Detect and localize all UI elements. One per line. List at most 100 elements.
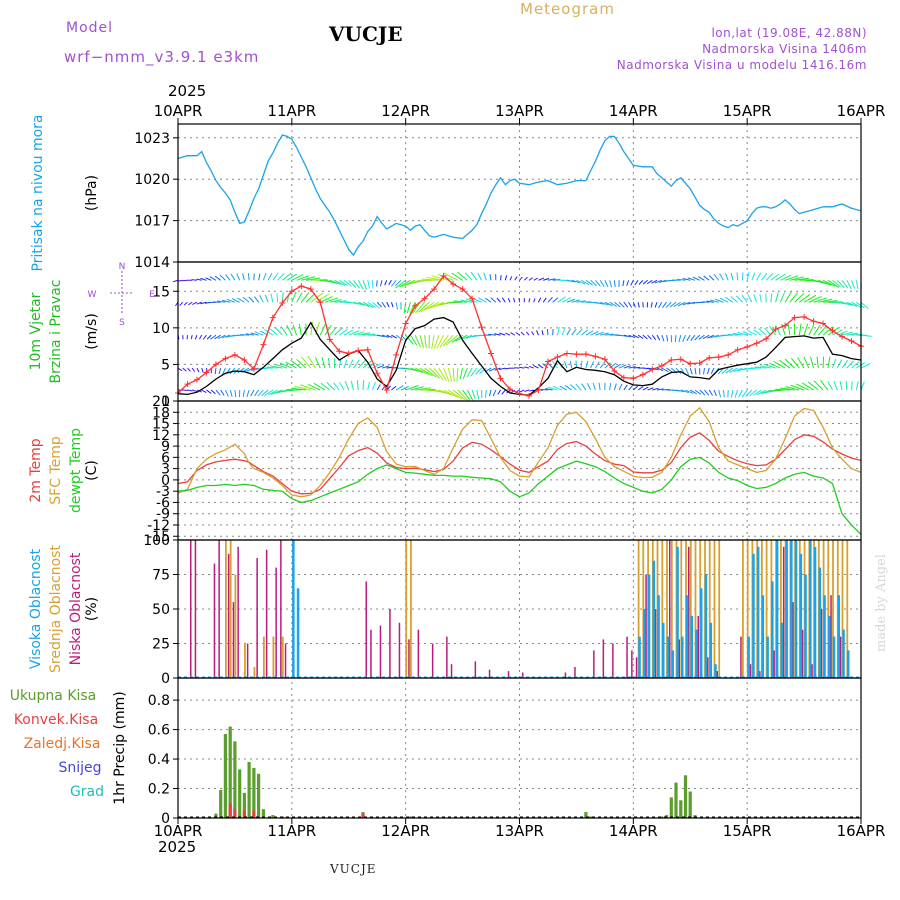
wind-arrow xyxy=(391,334,397,339)
wind-arrow xyxy=(367,301,376,308)
gust-marker xyxy=(431,286,438,293)
gust-marker xyxy=(592,353,599,360)
wind-arrow xyxy=(196,301,202,305)
wind-arrow xyxy=(465,298,477,303)
wind-arrow xyxy=(219,274,226,281)
bar-low xyxy=(574,667,576,678)
wind-arrow xyxy=(431,335,435,350)
wind-arrow xyxy=(192,389,198,392)
wind-arrow xyxy=(410,367,424,373)
gust-marker xyxy=(450,280,457,287)
gust-marker xyxy=(554,354,561,361)
precip-legend-3: Snijeg xyxy=(58,760,101,776)
wind-arrow xyxy=(367,280,371,289)
y-tick-label: 100 xyxy=(143,533,170,549)
wind-arrow xyxy=(623,384,628,391)
y-tick-label: 9 xyxy=(161,439,170,455)
wind-arrow xyxy=(339,382,345,391)
bar-total_rain xyxy=(688,791,692,818)
bar-total_rain xyxy=(219,790,223,818)
bar-total_rain xyxy=(242,792,246,818)
wind-arrow xyxy=(642,279,648,285)
wind-arrow xyxy=(542,297,547,303)
wind-arrow xyxy=(390,279,397,287)
wind-arrow xyxy=(515,331,520,336)
wind-arrow xyxy=(504,275,508,281)
wind-arrow xyxy=(623,301,629,308)
wind-arrow xyxy=(496,297,501,303)
wind-arrow xyxy=(424,335,427,349)
bar-low xyxy=(602,639,605,678)
wind-arrow xyxy=(388,280,392,286)
wind-arrow xyxy=(381,365,390,369)
wind-arrow xyxy=(276,293,279,303)
bar-mid xyxy=(229,540,232,678)
wind-arrow xyxy=(590,360,595,369)
y-tick-label: 0.8 xyxy=(148,693,170,709)
wind-arrow xyxy=(519,366,525,369)
bar-low xyxy=(697,615,699,678)
wind-arrow xyxy=(214,275,221,281)
wind-arrow xyxy=(488,333,496,336)
wind-arrow xyxy=(742,331,753,336)
wind-arrow xyxy=(362,280,368,290)
bar-total_rain xyxy=(589,816,593,818)
wind-arrow xyxy=(542,363,549,369)
wind-arrow xyxy=(818,298,833,303)
wind-arrow xyxy=(832,358,837,369)
x-tick-label-bottom: 15APR xyxy=(723,822,772,840)
wind-arrow xyxy=(599,301,609,306)
wind-arrow xyxy=(182,389,188,392)
wind-arrow xyxy=(600,332,609,336)
wind-arrow xyxy=(642,386,649,391)
bar-low xyxy=(417,629,420,678)
wind-arrow xyxy=(286,273,297,281)
direction-legend-label: N xyxy=(119,262,126,272)
gust-marker xyxy=(507,386,514,393)
wind-arrow xyxy=(329,326,338,336)
wind-arrow xyxy=(222,367,226,375)
wind-arrow xyxy=(803,356,810,369)
gust-marker xyxy=(402,320,409,327)
wind-arrow xyxy=(320,296,333,303)
wind-arrow xyxy=(580,329,589,336)
wind-arrow xyxy=(561,297,572,303)
y-tick-label: 50 xyxy=(152,602,170,618)
wind-arrow xyxy=(547,362,554,369)
wind-arrow xyxy=(409,334,418,346)
wind-arrow xyxy=(405,385,419,391)
bar-convective xyxy=(242,810,246,818)
wind-arrow xyxy=(247,273,250,281)
gust-marker xyxy=(260,341,267,348)
bar-total_rain xyxy=(223,734,227,818)
wind-arrow xyxy=(187,389,193,392)
wind-arrow xyxy=(272,272,279,281)
wind-arrow xyxy=(220,389,225,396)
bar-high xyxy=(842,629,845,678)
wind-arrow xyxy=(590,330,599,336)
wind-arrow xyxy=(699,389,706,396)
wind-arrow xyxy=(689,367,693,375)
model-label: Model xyxy=(66,20,114,36)
wind-arrow xyxy=(201,367,204,373)
bar-mid xyxy=(405,540,408,678)
wind-arrow xyxy=(721,367,729,375)
wind-arrow xyxy=(362,333,376,336)
wind-arrow xyxy=(443,272,459,281)
wind-arrow xyxy=(231,298,240,303)
wind-arrow xyxy=(855,301,865,309)
wind-arrow xyxy=(654,302,658,308)
series-line-sfc_temp xyxy=(177,406,862,498)
model-name: wrf−nmm_v3.9.1 e3km xyxy=(64,48,260,66)
bar-mid xyxy=(253,667,256,678)
wind-arrow xyxy=(478,297,487,303)
wind-arrow xyxy=(194,334,198,340)
gust-marker xyxy=(734,346,741,353)
wind-arrow xyxy=(334,300,347,303)
bar-high xyxy=(804,574,807,678)
bar-high xyxy=(695,629,698,678)
wind-arrow xyxy=(448,389,463,400)
panel-title-cloud: Srednja Oblacnost xyxy=(48,545,64,673)
bar-convective xyxy=(361,813,365,818)
wind-arrow xyxy=(775,325,781,336)
